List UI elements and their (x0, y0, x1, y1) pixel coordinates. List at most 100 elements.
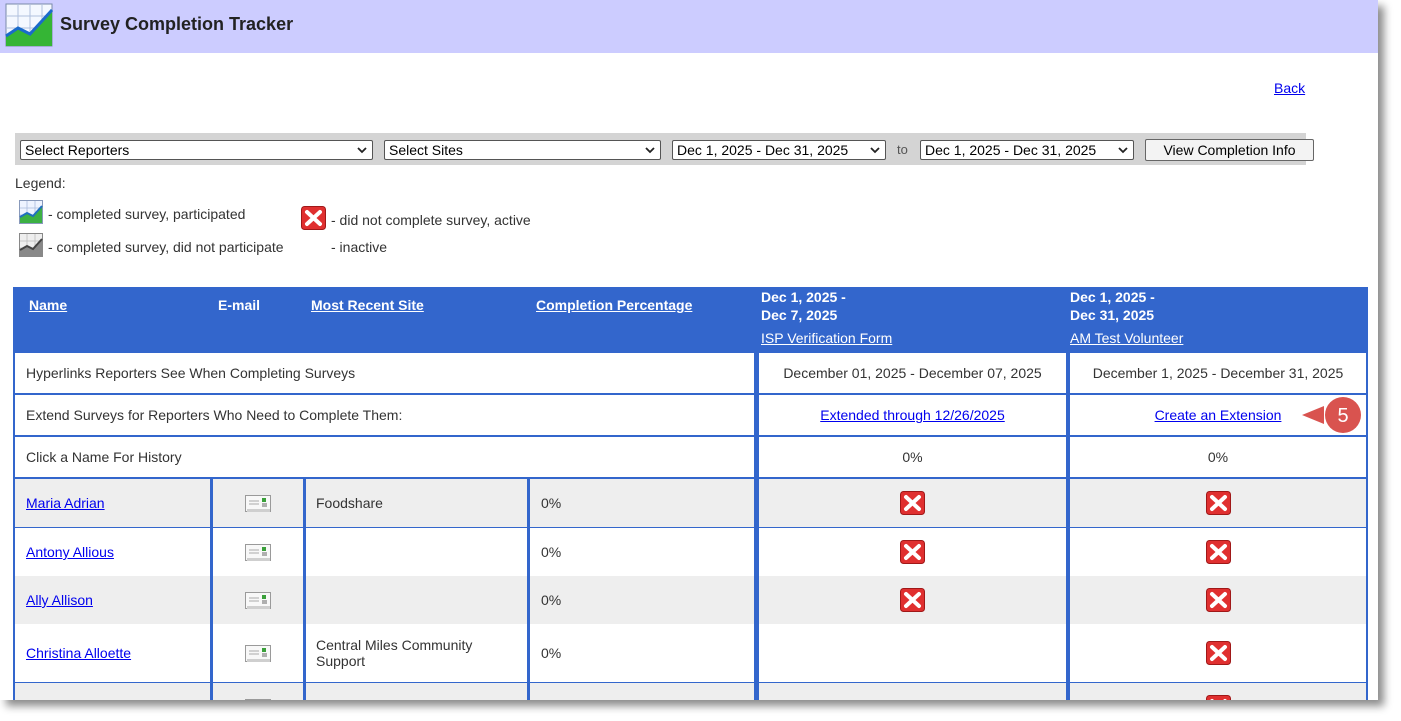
period-2-hyperlink-range-text: December 1, 2025 - December 31, 2025 (1092, 365, 1344, 381)
date-to-value: Dec 1, 2025 - Dec 31, 2025 (925, 142, 1097, 158)
hyperlinks-row-label: Hyperlinks Reporters See When Completing… (15, 353, 754, 393)
tracker-logo-icon (5, 3, 54, 47)
date-from-value: Dec 1, 2025 - Dec 31, 2025 (677, 142, 849, 158)
error-x-icon (1206, 588, 1231, 612)
error-x-icon (900, 540, 925, 564)
reporter-name-link[interactable]: Ally Allison (26, 592, 93, 608)
period-1-status-cell (759, 683, 1066, 700)
create-extension-link[interactable]: Create an Extension (1154, 407, 1282, 423)
completion-text: 0% (541, 495, 562, 511)
completion-cell: 0% (530, 528, 754, 576)
email-icon[interactable] (245, 590, 271, 610)
chart-green-icon (19, 200, 43, 224)
app-window: Survey Completion Tracker Back Select Re… (0, 0, 1378, 700)
reporters-select[interactable]: Select Reporters (20, 140, 373, 160)
period-1-range-end: Dec 7, 2025 (761, 307, 838, 323)
error-x-icon (301, 206, 326, 230)
email-cell (213, 683, 303, 700)
site-cell (306, 576, 527, 624)
completion-text: 0% (541, 645, 562, 661)
site-cell (306, 528, 527, 576)
back-link[interactable]: Back (1274, 80, 1306, 96)
period-1-hyperlink-range: December 01, 2025 - December 07, 2025 (759, 353, 1066, 393)
extend-label-text: Extend Surveys for Reporters Who Need to… (26, 407, 403, 423)
filter-bar: Select Reporters Select Sites Dec 1, 202… (15, 133, 1314, 165)
email-icon[interactable] (245, 493, 271, 513)
chevron-down-icon (1118, 147, 1128, 154)
error-x-icon (1206, 491, 1231, 515)
legend-title: Legend: (15, 175, 66, 191)
app-title: Survey Completion Tracker (60, 14, 294, 34)
reporter-name-link[interactable]: Antony Allious (26, 544, 114, 560)
sites-select[interactable]: Select Sites (384, 140, 661, 160)
legend-completed-not-participated: - completed survey, did not participate (48, 239, 284, 255)
table-row: Ally Allison (15, 576, 210, 624)
period-1-extension-cell: Extended through 12/26/2025 (759, 395, 1066, 435)
history-label-text: Click a Name For History (26, 449, 182, 465)
chart-gray-icon (19, 233, 43, 257)
error-x-icon (1206, 641, 1231, 665)
reporters-select-value: Select Reporters (25, 142, 130, 158)
period-2-hyperlink-range: December 1, 2025 - December 31, 2025 (1070, 353, 1366, 393)
extend-row-label: Extend Surveys for Reporters Who Need to… (15, 395, 754, 435)
sites-select-value: Select Sites (389, 142, 463, 158)
chevron-down-icon (870, 147, 880, 154)
period-1-form-link[interactable]: ISP Verification Form (761, 330, 893, 346)
period-1-status-cell (759, 576, 1066, 624)
period-2-status-cell (1070, 479, 1366, 527)
period-2-status-cell (1070, 576, 1366, 624)
email-icon[interactable] (245, 697, 271, 700)
email-icon[interactable] (245, 542, 271, 562)
date-from-select[interactable]: Dec 1, 2025 - Dec 31, 2025 (672, 140, 886, 160)
period-1-percent-text: 0% (902, 449, 923, 465)
callout-number: 5 (1337, 405, 1348, 427)
period-2-percent-text: 0% (1207, 449, 1229, 465)
legend-not-completed-active: - did not complete survey, active (331, 212, 531, 228)
chevron-down-icon (645, 147, 655, 154)
callout-badge: 5 (1302, 397, 1361, 433)
table-row: Antony Allious (15, 528, 210, 576)
period-2-status-cell (1070, 528, 1366, 576)
view-completion-button[interactable]: View Completion Info (1145, 139, 1314, 161)
date-to-select[interactable]: Dec 1, 2025 - Dec 31, 2025 (920, 140, 1134, 160)
site-text: Foodshare (316, 495, 383, 511)
period-2-status-cell (1070, 624, 1366, 682)
hyperlinks-label-text: Hyperlinks Reporters See When Completing… (26, 365, 356, 381)
period-2-range-start: Dec 1, 2025 - (1070, 289, 1155, 305)
table-row (15, 683, 210, 700)
reporter-name-link[interactable]: Maria Adrian (26, 495, 105, 511)
period-1-extension-link[interactable]: Extended through 12/26/2025 (820, 407, 1005, 423)
email-cell (213, 479, 303, 527)
name-column-header[interactable]: Name (29, 297, 68, 313)
history-row-label: Click a Name For History (15, 437, 754, 477)
error-x-icon (900, 588, 925, 612)
completion-table: Name E-mail Most Recent Site Completion … (13, 287, 1368, 700)
completion-text: 0% (541, 544, 562, 560)
site-text: Central Miles Community Support (316, 637, 473, 669)
reporter-name-link[interactable]: Christina Alloette (26, 645, 132, 661)
email-icon[interactable] (245, 643, 271, 663)
site-cell (306, 683, 527, 700)
period-2-status-cell (1070, 683, 1366, 700)
email-cell (213, 528, 303, 576)
completion-cell: 0% (530, 576, 754, 624)
site-column-header[interactable]: Most Recent Site (311, 297, 424, 313)
email-cell (213, 624, 303, 682)
table-row: Christina Alloette (15, 624, 210, 682)
app-header: Survey Completion Tracker (0, 0, 1378, 53)
completion-text: 0% (541, 592, 562, 608)
legend-completed-participated: - completed survey, participated (48, 206, 246, 222)
completion-column-header[interactable]: Completion Percentage (536, 297, 693, 313)
error-x-icon (900, 491, 925, 515)
period-2-form-link[interactable]: AM Test Volunteer (1070, 330, 1184, 346)
legend-inactive: - inactive (331, 239, 388, 255)
completion-cell (530, 683, 754, 700)
chevron-down-icon (357, 147, 367, 154)
completion-cell: 0% (530, 479, 754, 527)
site-cell: Central Miles Community Support (306, 624, 527, 682)
period-1-range-start: Dec 1, 2025 - (761, 289, 846, 305)
error-x-icon (1206, 695, 1231, 700)
table-row: Maria Adrian (15, 479, 210, 527)
email-column-header: E-mail (218, 297, 261, 313)
to-label: to (897, 142, 908, 157)
